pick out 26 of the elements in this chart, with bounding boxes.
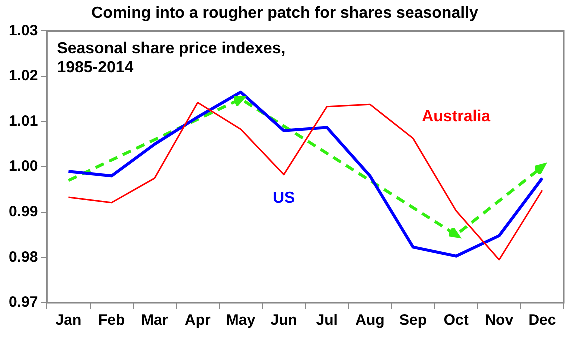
y-tick-label: 1.01: [8, 112, 38, 130]
x-tick-label: Sep: [400, 312, 428, 330]
text: Seasonal share price indexes, 1985-2014: [57, 40, 286, 77]
x-tick-label: Nov: [485, 312, 514, 330]
x-tick-label: Jun: [270, 312, 298, 330]
x-tick-label: May: [226, 312, 256, 330]
point: [234, 96, 248, 106]
x-tick-label: Jan: [56, 312, 82, 330]
point: [449, 228, 462, 239]
x-tick-label: Dec: [528, 312, 556, 330]
x-tick-label: Feb: [98, 312, 126, 330]
y-tick-label: 1.03: [8, 22, 38, 40]
text: US: [272, 190, 296, 208]
point: [535, 162, 548, 174]
y-tick-label: 1.00: [8, 158, 38, 176]
x-tick-label: Mar: [142, 312, 168, 330]
series-label: Australia: [422, 108, 491, 126]
x-tick-label: Aug: [356, 312, 385, 330]
y-tick-label: 0.99: [8, 204, 38, 221]
x-tick-label: Jul: [316, 312, 338, 330]
chart-title: Coming into a rougher patch for shares seasonally: [92, 5, 478, 22]
x-tick-label: Oct: [444, 312, 469, 330]
x-tick-label: Apr: [185, 312, 212, 330]
y-tick-label: 0.97: [8, 294, 38, 312]
y-tick-label: 0.98: [8, 248, 38, 266]
y-tick-label: 1.02: [8, 68, 38, 85]
